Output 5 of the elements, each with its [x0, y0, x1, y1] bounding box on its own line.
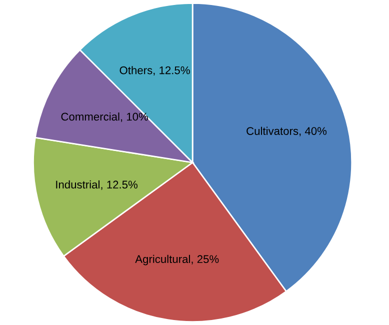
slice-label: Commercial, 10%: [61, 112, 148, 122]
slice-label: Others, 12.5%: [120, 66, 190, 76]
slice-label: Industrial, 12.5%: [56, 180, 138, 190]
slice-label: Cultivators, 40%: [246, 126, 327, 136]
slice-label: Agricultural, 25%: [135, 254, 219, 266]
